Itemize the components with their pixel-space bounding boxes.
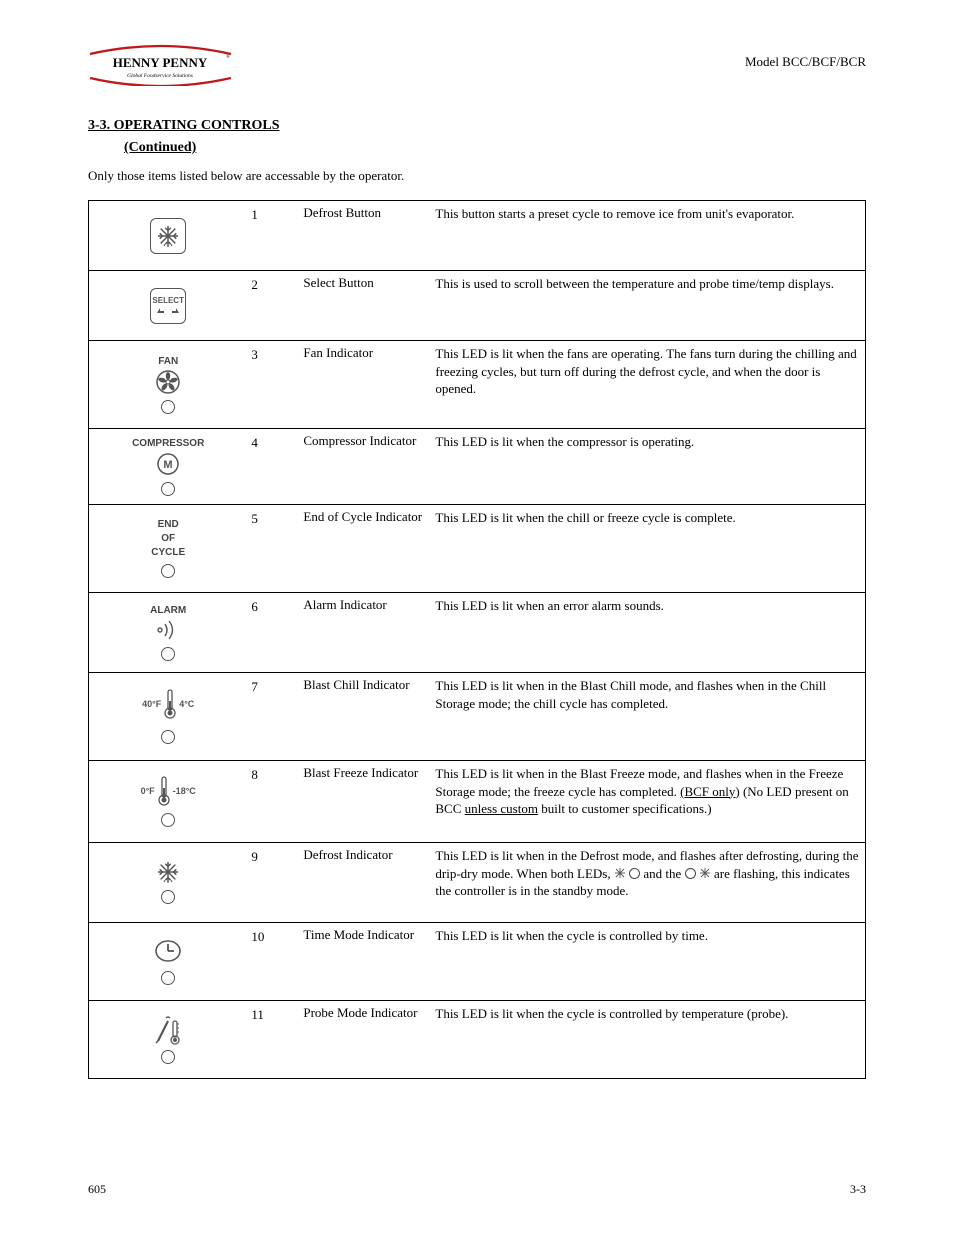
fig-number: 5 <box>247 505 297 592</box>
end-led: ENDOFCYCLE <box>89 505 247 592</box>
fig-number: 1 <box>247 201 297 270</box>
item-name: End of Cycle Indicator <box>297 505 431 592</box>
fig-number: 7 <box>247 673 297 760</box>
svg-text:Global Foodservice Solutions: Global Foodservice Solutions <box>127 73 193 79</box>
fig-number: 4 <box>247 429 297 504</box>
item-name: Time Mode Indicator <box>297 923 431 1000</box>
defrost-box <box>89 201 247 270</box>
table-row: COMPRESSORM4Compressor IndicatorThis LED… <box>89 429 865 505</box>
item-description: This button starts a preset cycle to rem… <box>431 201 865 270</box>
table-row: 1Defrost ButtonThis button starts a pres… <box>89 201 865 271</box>
page: HENNY PENNY Global Foodservice Solutions… <box>0 0 954 1235</box>
item-description: This LED is lit when the cycle is contro… <box>431 923 865 1000</box>
footer-left: 605 <box>88 1182 106 1197</box>
item-name: Select Button <box>297 271 431 340</box>
item-name: Fan Indicator <box>297 341 431 428</box>
item-name: Blast Chill Indicator <box>297 673 431 760</box>
table-row: FAN3Fan IndicatorThis LED is lit when th… <box>89 341 865 429</box>
svg-text:HENNY PENNY: HENNY PENNY <box>113 55 208 70</box>
item-name: Alarm Indicator <box>297 593 431 672</box>
table-row: 0°F-18°C8Blast Freeze IndicatorThis LED … <box>89 761 865 843</box>
svg-text:®: ® <box>226 54 230 60</box>
item-description: This LED is lit when the compressor is o… <box>431 429 865 504</box>
section-intro: Only those items listed below are access… <box>88 168 404 184</box>
table-row: ALARM6Alarm IndicatorThis LED is lit whe… <box>89 593 865 673</box>
footer-right: 3-3 <box>850 1182 866 1197</box>
fig-number: 8 <box>247 761 297 842</box>
table-row: SELECT2Select ButtonThis is used to scro… <box>89 271 865 341</box>
fig-number: 2 <box>247 271 297 340</box>
freeze-led: 0°F-18°C <box>89 761 247 842</box>
fan-led: FAN <box>89 341 247 428</box>
fig-number: 3 <box>247 341 297 428</box>
table-row: ENDOFCYCLE5End of Cycle IndicatorThis LE… <box>89 505 865 593</box>
table-row: 9Defrost IndicatorThis LED is lit when i… <box>89 843 865 923</box>
item-description: This LED is lit when the cycle is contro… <box>431 1001 865 1078</box>
defrost-led <box>89 843 247 922</box>
section-continued: (Continued) <box>124 140 196 156</box>
item-description: This LED is lit when an error alarm soun… <box>431 593 865 672</box>
alarm-led: ALARM <box>89 593 247 672</box>
svg-text:M: M <box>164 459 173 471</box>
controls-table: 1Defrost ButtonThis button starts a pres… <box>88 200 866 1079</box>
table-row: 40°F4°C7Blast Chill IndicatorThis LED is… <box>89 673 865 761</box>
item-name: Compressor Indicator <box>297 429 431 504</box>
time-led <box>89 923 247 1000</box>
probe-led <box>89 1001 247 1078</box>
henny-penny-logo: HENNY PENNY Global Foodservice Solutions… <box>88 44 233 86</box>
fig-number: 6 <box>247 593 297 672</box>
item-name: Defrost Indicator <box>297 843 431 922</box>
item-description: This LED is lit when in the Blast Chill … <box>431 673 865 760</box>
item-description: This LED is lit when the fans are operat… <box>431 341 865 428</box>
item-description: This is used to scroll between the tempe… <box>431 271 865 340</box>
compressor-led: COMPRESSORM <box>89 429 247 504</box>
item-description: This LED is lit when the chill or freeze… <box>431 505 865 592</box>
fig-number: 10 <box>247 923 297 1000</box>
item-name: Blast Freeze Indicator <box>297 761 431 842</box>
item-description: This LED is lit when in the Defrost mode… <box>431 843 865 922</box>
fig-number: 11 <box>247 1001 297 1078</box>
table-row: 10Time Mode IndicatorThis LED is lit whe… <box>89 923 865 1001</box>
table-row: 11Probe Mode IndicatorThis LED is lit wh… <box>89 1001 865 1079</box>
select-box: SELECT <box>89 271 247 340</box>
item-description: This LED is lit when in the Blast Freeze… <box>431 761 865 842</box>
item-name: Probe Mode Indicator <box>297 1001 431 1078</box>
model-header: Model BCC/BCF/BCR <box>745 54 866 70</box>
fig-number: 9 <box>247 843 297 922</box>
chill-led: 40°F4°C <box>89 673 247 760</box>
section-title: 3-3. OPERATING CONTROLS <box>88 118 279 134</box>
item-name: Defrost Button <box>297 201 431 270</box>
